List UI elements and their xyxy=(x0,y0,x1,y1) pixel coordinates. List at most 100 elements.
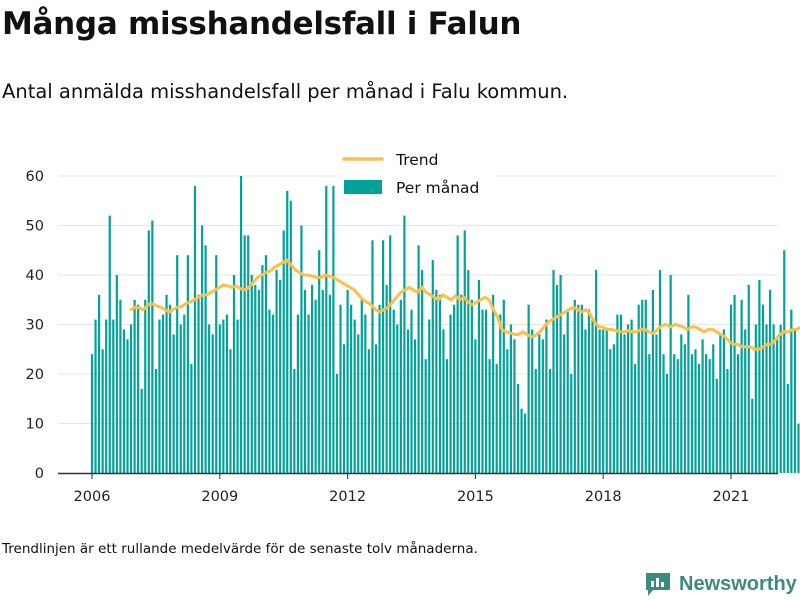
bar xyxy=(577,304,580,473)
bar xyxy=(247,235,250,473)
bar xyxy=(637,304,640,473)
bar xyxy=(786,383,789,473)
bar xyxy=(665,374,669,473)
bar xyxy=(474,339,477,473)
bar xyxy=(502,299,505,473)
bar xyxy=(381,240,385,473)
bar xyxy=(307,314,310,473)
bar xyxy=(506,349,509,473)
bar xyxy=(193,185,197,473)
bar xyxy=(644,299,647,473)
bar xyxy=(190,364,193,473)
bar xyxy=(531,329,534,473)
bar xyxy=(619,314,623,473)
y-tick-label: 30 xyxy=(26,318,44,334)
bar xyxy=(726,369,729,473)
bar xyxy=(683,344,686,473)
bar xyxy=(708,359,711,473)
bar xyxy=(147,230,150,473)
footnote: Trendlinjen är ett rullande medelvärde f… xyxy=(2,541,478,557)
bar xyxy=(648,354,651,473)
bar xyxy=(239,176,243,473)
bar xyxy=(232,275,236,473)
bar xyxy=(140,388,143,473)
bar xyxy=(758,279,761,473)
bar xyxy=(712,344,715,473)
bar xyxy=(690,354,694,473)
bar xyxy=(719,334,722,473)
y-tick-label: 20 xyxy=(26,367,44,383)
bar xyxy=(204,245,207,473)
bar xyxy=(346,289,349,473)
bar xyxy=(680,334,683,473)
bar xyxy=(399,299,402,473)
bar xyxy=(385,284,388,473)
bar xyxy=(527,304,530,473)
legend-bar-swatch xyxy=(344,180,382,194)
bar xyxy=(321,289,324,473)
bar xyxy=(314,299,317,473)
bar xyxy=(424,359,427,473)
bar xyxy=(605,329,608,473)
bar xyxy=(523,413,527,473)
bar xyxy=(225,314,229,473)
bar xyxy=(332,185,335,473)
bar xyxy=(371,240,374,473)
bar xyxy=(435,289,438,473)
bar xyxy=(364,314,367,473)
bar xyxy=(101,349,104,473)
bar xyxy=(335,374,339,473)
bar xyxy=(467,270,470,473)
bar xyxy=(296,314,300,473)
y-tick-label: 10 xyxy=(26,417,44,433)
bar xyxy=(211,334,214,473)
bar xyxy=(580,304,584,473)
bar xyxy=(282,230,285,473)
bar xyxy=(616,314,619,473)
bar xyxy=(538,334,541,473)
bar xyxy=(541,339,544,473)
bar xyxy=(740,299,743,473)
bar xyxy=(736,354,740,473)
bar xyxy=(722,329,726,473)
chart-svg: 2006200920122015201820212024 01020304050… xyxy=(25,151,800,505)
bar xyxy=(563,334,566,473)
bar xyxy=(715,378,718,473)
bar xyxy=(105,319,108,473)
bar xyxy=(651,289,655,473)
x-tick-label: 2009 xyxy=(201,489,238,505)
bar xyxy=(655,334,658,473)
bar xyxy=(747,284,750,473)
bar xyxy=(591,319,594,473)
bar xyxy=(783,250,786,473)
bar xyxy=(456,235,459,473)
bar xyxy=(776,339,779,473)
bar xyxy=(573,299,576,473)
bar xyxy=(463,230,466,473)
bar xyxy=(172,334,175,473)
bar xyxy=(460,294,463,473)
bar xyxy=(154,369,158,473)
bar xyxy=(374,344,378,473)
bar xyxy=(286,190,289,473)
bar xyxy=(94,319,97,473)
legend-trend-label: Trend xyxy=(395,151,438,169)
bar xyxy=(658,270,662,473)
bar xyxy=(790,309,793,473)
bar xyxy=(310,284,314,473)
bar xyxy=(669,275,672,473)
bar xyxy=(303,289,307,473)
bar xyxy=(765,324,768,473)
y-tick-label: 60 xyxy=(26,169,44,185)
bar xyxy=(662,354,665,473)
bar xyxy=(587,309,591,473)
bar xyxy=(186,255,189,473)
bar xyxy=(161,314,165,473)
bar xyxy=(144,299,147,473)
bar xyxy=(264,255,268,473)
bar xyxy=(197,294,200,473)
bar xyxy=(428,319,431,473)
bar xyxy=(254,284,257,473)
bar xyxy=(122,329,126,473)
newsworthy-logo-icon xyxy=(646,573,670,596)
